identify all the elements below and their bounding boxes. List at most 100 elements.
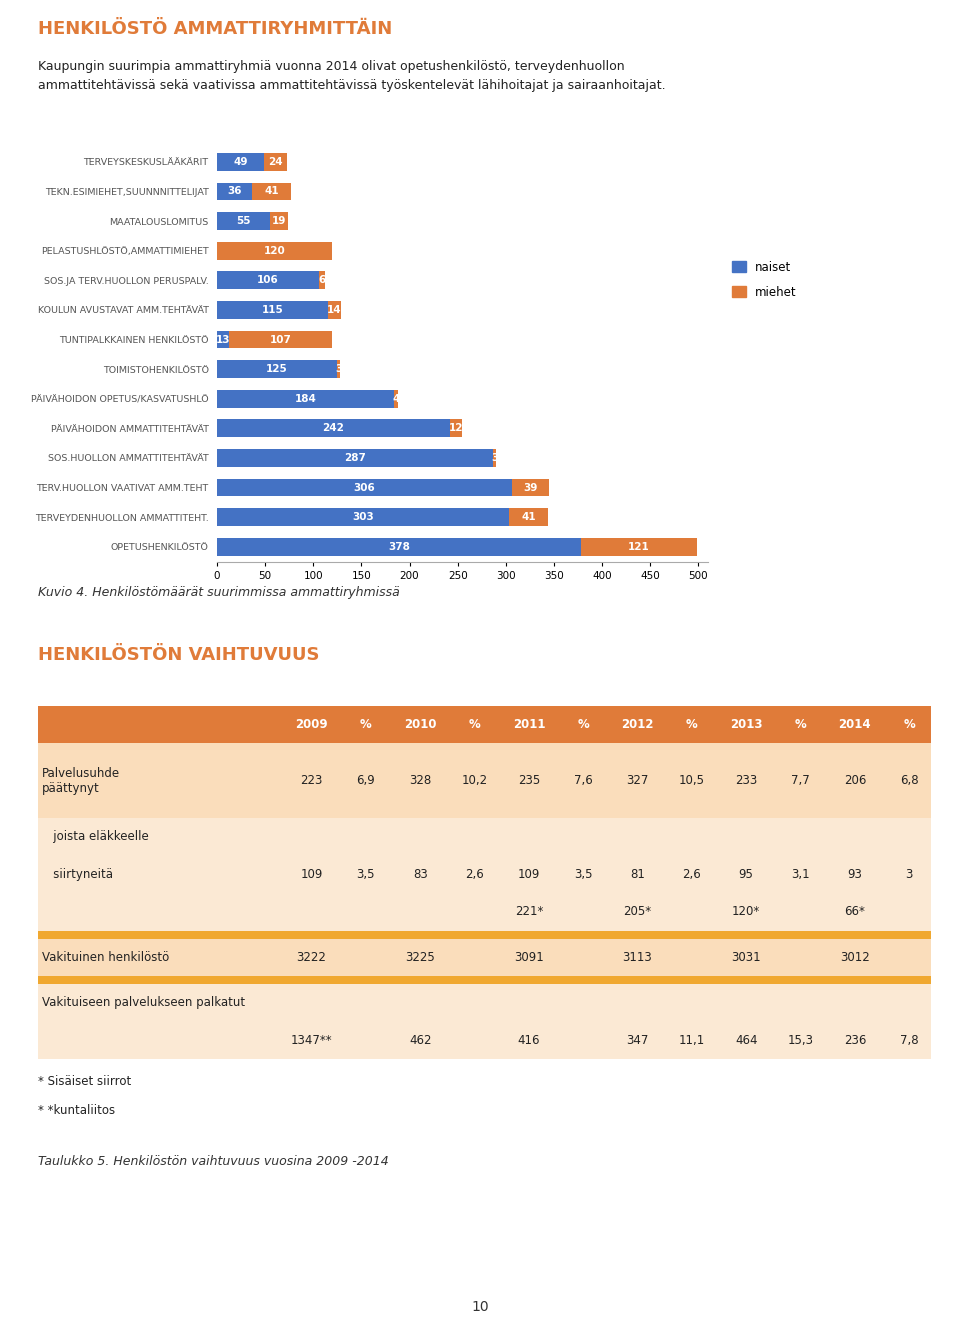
Text: 3012: 3012: [840, 951, 870, 964]
Text: 347: 347: [626, 1034, 649, 1047]
Bar: [217, 420, 450, 437]
Text: 6,8: 6,8: [900, 774, 919, 787]
Bar: [217, 360, 337, 378]
Text: 3: 3: [905, 868, 913, 881]
Text: 120*: 120*: [732, 905, 760, 919]
Text: 109: 109: [300, 868, 323, 881]
Text: 3,5: 3,5: [357, 868, 375, 881]
Text: 3222: 3222: [297, 951, 326, 964]
Text: 416: 416: [517, 1034, 540, 1047]
Bar: [493, 449, 496, 467]
Text: 6: 6: [319, 275, 325, 285]
Text: 7,6: 7,6: [574, 774, 592, 787]
Text: HENKILÖSTÖ AMMATTIRYHMITTÄIN: HENKILÖSTÖ AMMATTIRYHMITTÄIN: [38, 20, 393, 37]
Text: 2,6: 2,6: [683, 868, 701, 881]
Text: 2011: 2011: [513, 718, 545, 731]
Text: 13: 13: [216, 334, 230, 345]
Text: 14: 14: [327, 305, 342, 316]
Bar: [581, 537, 697, 556]
Text: 287: 287: [345, 453, 366, 463]
Text: 120: 120: [264, 246, 286, 255]
Text: %: %: [686, 718, 698, 731]
Text: siirtyneitä: siirtyneitä: [42, 868, 113, 881]
Text: 39: 39: [523, 483, 538, 492]
Bar: [217, 449, 493, 467]
Text: %: %: [903, 718, 915, 731]
Text: 7,8: 7,8: [900, 1034, 919, 1047]
Text: 327: 327: [626, 774, 649, 787]
Bar: [512, 479, 549, 496]
Bar: [509, 508, 548, 525]
Text: 3225: 3225: [405, 951, 435, 964]
Text: 41: 41: [521, 512, 536, 523]
Text: 2,6: 2,6: [466, 868, 484, 881]
Text: 10,5: 10,5: [679, 774, 705, 787]
Text: 223: 223: [300, 774, 323, 787]
Bar: [217, 301, 327, 318]
Bar: [217, 330, 229, 349]
Text: 328: 328: [409, 774, 431, 787]
Bar: [252, 183, 291, 201]
Bar: [264, 152, 287, 171]
Text: 3113: 3113: [623, 951, 653, 964]
Text: 205*: 205*: [623, 905, 652, 919]
Text: 2010: 2010: [404, 718, 437, 731]
Text: 55: 55: [236, 217, 251, 226]
Text: 81: 81: [630, 868, 645, 881]
Text: Palvelusuhde
päättynyt: Palvelusuhde päättynyt: [42, 767, 120, 794]
Text: 206: 206: [844, 774, 866, 787]
Text: 221*: 221*: [515, 905, 543, 919]
Text: 378: 378: [388, 541, 410, 552]
Text: 235: 235: [517, 774, 540, 787]
Text: %: %: [468, 718, 480, 731]
Text: 3,1: 3,1: [791, 868, 810, 881]
Text: 3091: 3091: [514, 951, 543, 964]
Text: 233: 233: [735, 774, 757, 787]
Text: 83: 83: [413, 868, 427, 881]
Bar: [217, 152, 264, 171]
Text: 3,5: 3,5: [574, 868, 592, 881]
Text: 66*: 66*: [845, 905, 865, 919]
Text: 24: 24: [269, 156, 283, 167]
Text: 15,3: 15,3: [787, 1034, 813, 1047]
Text: 1347**: 1347**: [291, 1034, 332, 1047]
Text: 10: 10: [471, 1301, 489, 1314]
Text: 41: 41: [264, 186, 278, 197]
Text: Kaupungin suurimpia ammattiryhmiä vuonna 2014 olivat opetushenkilöstö, terveyden: Kaupungin suurimpia ammattiryhmiä vuonna…: [38, 60, 666, 92]
Text: 7,7: 7,7: [791, 774, 810, 787]
Bar: [319, 271, 324, 289]
Bar: [217, 213, 270, 230]
Text: 121: 121: [628, 541, 650, 552]
Text: 462: 462: [409, 1034, 431, 1047]
Text: 115: 115: [261, 305, 283, 316]
Text: Taulukko 5. Henkilöstön vaihtuvuus vuosina 2009 -2014: Taulukko 5. Henkilöstön vaihtuvuus vuosi…: [38, 1155, 389, 1169]
Bar: [217, 242, 332, 259]
Bar: [327, 301, 341, 318]
Bar: [270, 213, 288, 230]
Bar: [229, 330, 332, 349]
Text: 236: 236: [844, 1034, 866, 1047]
Text: 184: 184: [295, 393, 317, 404]
Text: %: %: [360, 718, 372, 731]
Text: 464: 464: [735, 1034, 757, 1047]
Bar: [217, 271, 319, 289]
Text: 2012: 2012: [621, 718, 654, 731]
Text: 107: 107: [270, 334, 292, 345]
Bar: [395, 390, 398, 408]
Text: joista eläkkeelle: joista eläkkeelle: [42, 830, 149, 844]
Text: 6,9: 6,9: [356, 774, 375, 787]
Bar: [217, 183, 252, 201]
Text: 12: 12: [448, 424, 463, 433]
Bar: [217, 390, 395, 408]
Text: 10,2: 10,2: [462, 774, 488, 787]
Legend: naiset, miehet: naiset, miehet: [732, 261, 797, 298]
Bar: [337, 360, 340, 378]
Text: 2014: 2014: [838, 718, 871, 731]
Text: 93: 93: [848, 868, 862, 881]
Text: 49: 49: [233, 156, 248, 167]
Text: Kuvio 4. Henkilöstömäärät suurimmissa ammattiryhmissä: Kuvio 4. Henkilöstömäärät suurimmissa am…: [38, 586, 400, 599]
Text: 19: 19: [272, 217, 286, 226]
Text: * *kuntaliitos: * *kuntaliitos: [38, 1104, 115, 1118]
Text: 303: 303: [352, 512, 373, 523]
Text: 106: 106: [257, 275, 278, 285]
